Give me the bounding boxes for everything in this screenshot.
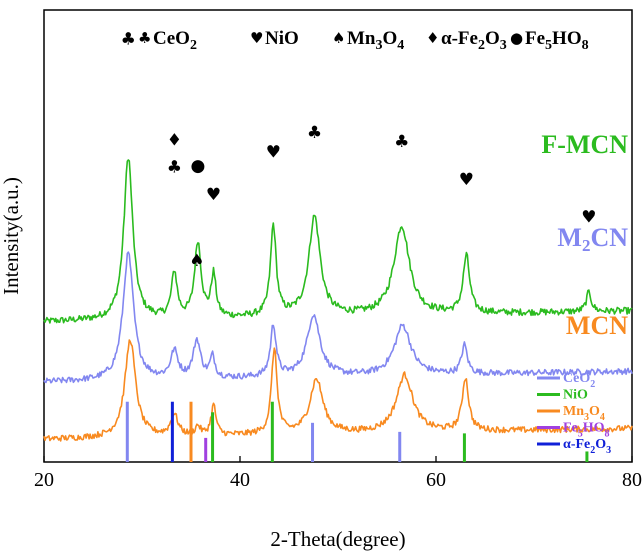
legend-symbol: ♦ [426, 29, 439, 47]
reference-legend-label-sub2: 8 [605, 429, 610, 440]
reference-legend-label-label: α-Fe [563, 437, 590, 452]
legend-label: Mn3O4 [347, 28, 404, 53]
peak-marker: ♥ [266, 143, 281, 163]
peak-marker: ♣ [121, 30, 136, 50]
reference-legend-label: α-Fe2O3 [563, 437, 611, 456]
series-label-after: CN [590, 223, 628, 252]
legend-label-label2: O [485, 28, 500, 49]
legend-label-sub: 3 [376, 38, 383, 53]
peak-marker: ● [190, 156, 205, 176]
series-label-text: F-MCN [541, 130, 628, 159]
reference-legend-label-label2: O [589, 404, 600, 419]
legend-label-sub2: 8 [582, 38, 589, 53]
legend-label-sub: 5 [545, 38, 552, 53]
phase-legend: ♣ CeO2 ♥ NiO ♠ Mn3O4 ♦ α-Fe2O3 ● Fe5HO8 [138, 28, 589, 53]
reference-legend-label-sub2: 4 [600, 412, 605, 423]
reference-legend-label-label: Fe [563, 421, 578, 436]
series-label: F-MCN [541, 130, 628, 159]
legend-label: CeO2 [153, 28, 197, 53]
x-tick-label: 40 [230, 469, 250, 491]
peak-marker: ♣ [394, 132, 409, 152]
series-label-text: M [557, 223, 582, 252]
reference-legend-label-sub: 2 [590, 379, 595, 390]
plot-frame [43, 9, 633, 463]
peak-marker: ♣ [307, 123, 322, 143]
reference-legend-label-label: CeO [563, 371, 590, 386]
y-axis-label: Intensity(a.u.) [0, 177, 23, 295]
legend-label-sub2: 4 [397, 38, 404, 53]
series-label: M2CN [557, 223, 628, 255]
x-axis-label: 2-Theta(degree) [270, 527, 405, 551]
reference-legend-label-sub: 5 [578, 429, 583, 440]
legend-label-label: Fe [525, 28, 545, 49]
legend-label-label: NiO [265, 28, 299, 49]
reference-legend-label-sub2: 3 [606, 445, 611, 456]
legend-label-label: Mn [347, 28, 376, 49]
x-tick-label: 60 [426, 469, 446, 491]
legend-symbol: ♣ [138, 29, 151, 47]
legend-symbol: ♥ [250, 29, 263, 47]
reference-legend-label: NiO [563, 388, 588, 403]
legend-label-sub2: 3 [500, 38, 507, 53]
peak-marker: ♥ [459, 170, 474, 190]
reference-legend-label: Mn3O4 [563, 404, 605, 423]
legend-label-label2: O [383, 28, 398, 49]
legend-label-sub: 2 [190, 38, 197, 53]
series-line-m2cn [43, 251, 633, 384]
reference-legend-label-sub: 3 [584, 412, 589, 423]
reference-legend-label: CeO2 [563, 371, 595, 390]
legend-label: Fe5HO8 [525, 28, 589, 53]
series-label: MCN [566, 311, 628, 340]
x-axis-ticks: 20 40 60 80 [34, 456, 642, 491]
peak-marker: ♦ [167, 131, 182, 151]
legend-label-label2: HO [552, 28, 582, 49]
series-label-sub: 2 [582, 236, 591, 255]
reference-legend-label-label: Mn [563, 404, 584, 419]
peak-marker: ♣ [167, 158, 182, 178]
legend-label-sub: 2 [478, 38, 485, 53]
legend-label: NiO [265, 28, 299, 49]
series-label-text: MCN [566, 311, 628, 340]
peak-markers: ♣♦♣ ●♥♥♣ ♣♥♥♠ [121, 30, 597, 271]
legend-symbol: ♠ [332, 29, 345, 47]
peak-marker: ♠ [189, 251, 204, 271]
reference-legend-label-label: NiO [563, 388, 588, 403]
reference-lines [125, 401, 589, 462]
reference-legend-label-sub: 2 [590, 445, 595, 456]
legend-label-label: α-Fe [441, 28, 478, 49]
x-tick-label: 20 [34, 469, 54, 491]
series-line-f-mcn [43, 159, 633, 324]
legend-symbol: ● [510, 29, 523, 47]
peak-marker: ♥ [206, 185, 221, 205]
legend-label-label: CeO [153, 28, 190, 49]
legend-label: α-Fe2O3 [441, 28, 507, 53]
reference-legend-label: Fe5HO8 [563, 421, 610, 440]
series-layer [43, 159, 633, 442]
reference-legend-label-label2: O [595, 437, 606, 452]
reference-legend-label-label2: HO [583, 421, 605, 436]
peak-marker: ♥ [581, 207, 596, 227]
x-tick-label: 80 [622, 469, 642, 491]
series-line-mcn [43, 339, 633, 442]
